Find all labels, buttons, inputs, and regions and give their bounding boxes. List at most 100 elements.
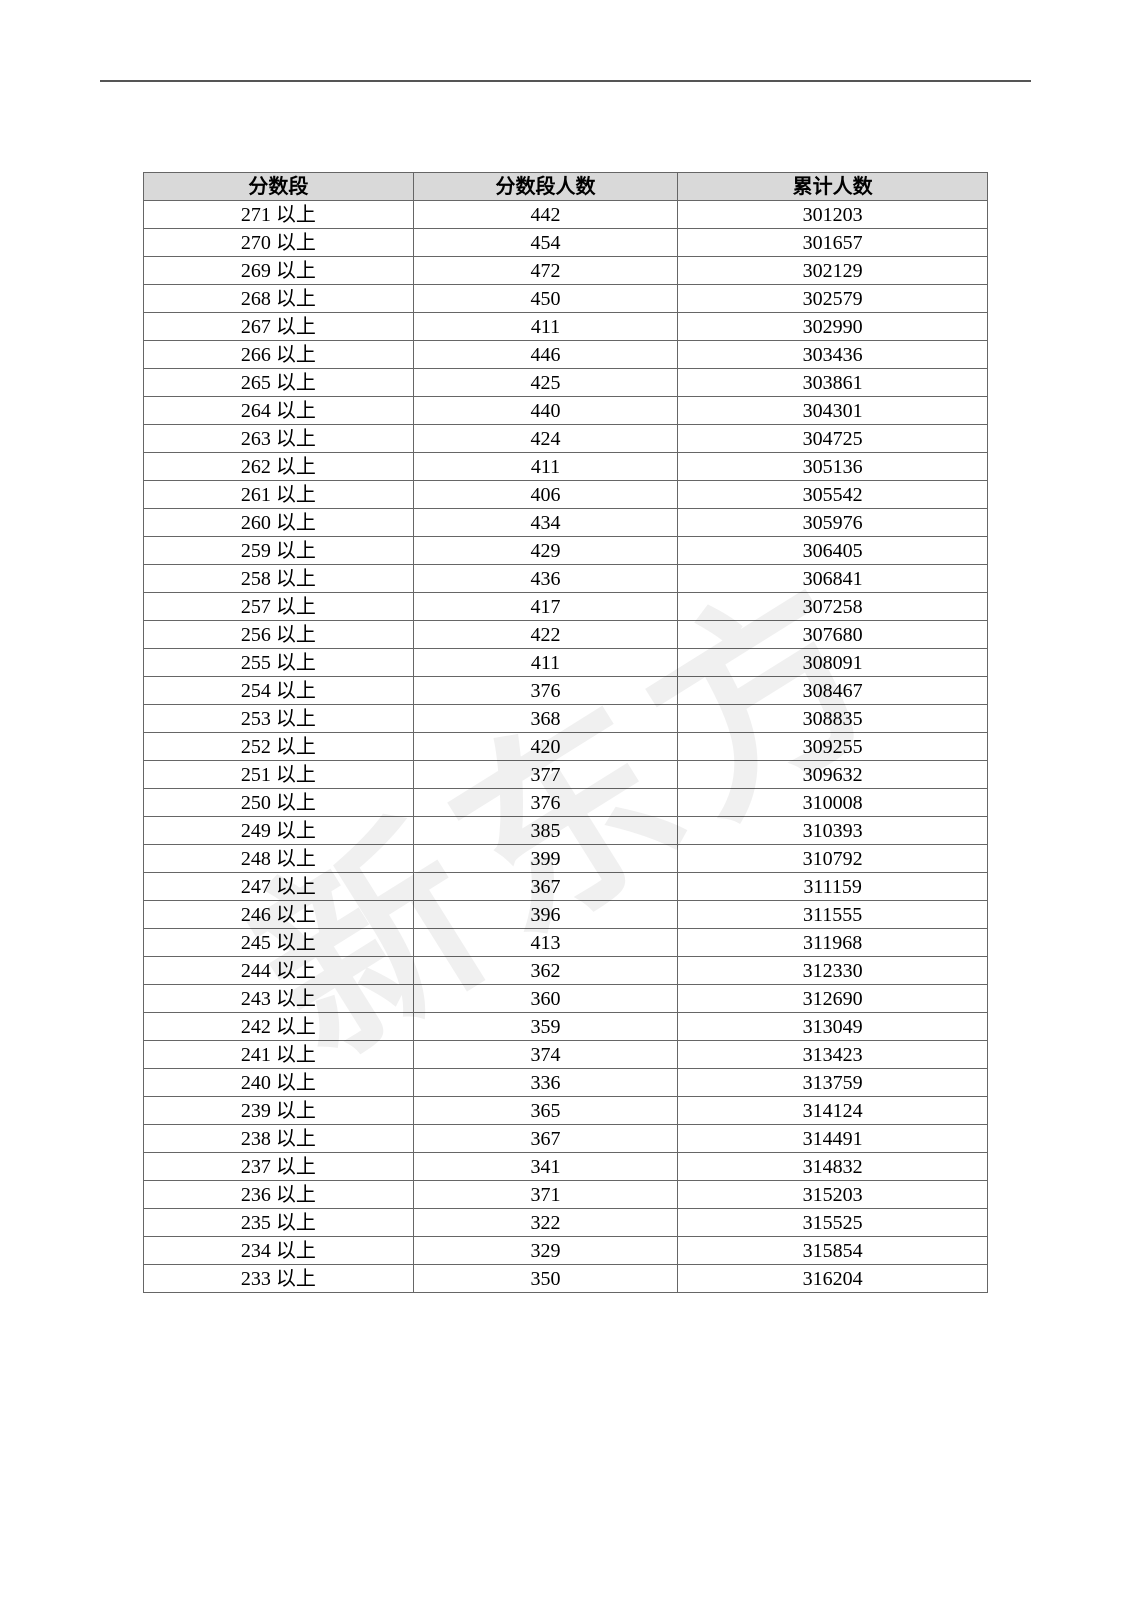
cell-score-range: 255 以上 [144,649,414,677]
document-page: 新东方 分数段 分数段人数 累计人数 271 以上442301203270 以上… [0,0,1131,1600]
table-row: 262 以上411305136 [144,453,988,481]
cell-cumulative-count: 314832 [678,1153,988,1181]
cell-score-range: 253 以上 [144,705,414,733]
cell-score-range: 258 以上 [144,565,414,593]
table-row: 237 以上341314832 [144,1153,988,1181]
table-row: 271 以上442301203 [144,201,988,229]
cell-cumulative-count: 301657 [678,229,988,257]
cell-range-count: 374 [413,1041,678,1069]
cell-score-range: 242 以上 [144,1013,414,1041]
table-row: 265 以上425303861 [144,369,988,397]
cell-cumulative-count: 305136 [678,453,988,481]
cell-cumulative-count: 310393 [678,817,988,845]
cell-range-count: 329 [413,1237,678,1265]
table-row: 258 以上436306841 [144,565,988,593]
cell-score-range: 261 以上 [144,481,414,509]
table-row: 244 以上362312330 [144,957,988,985]
cell-score-range: 266 以上 [144,341,414,369]
cell-range-count: 385 [413,817,678,845]
cell-range-count: 442 [413,201,678,229]
cell-range-count: 411 [413,649,678,677]
cell-cumulative-count: 302579 [678,285,988,313]
table-row: 268 以上450302579 [144,285,988,313]
table-row: 243 以上360312690 [144,985,988,1013]
cell-range-count: 406 [413,481,678,509]
cell-range-count: 417 [413,593,678,621]
cell-cumulative-count: 315203 [678,1181,988,1209]
cell-range-count: 434 [413,509,678,537]
table-row: 270 以上454301657 [144,229,988,257]
cell-score-range: 257 以上 [144,593,414,621]
table-row: 234 以上329315854 [144,1237,988,1265]
cell-range-count: 472 [413,257,678,285]
cell-cumulative-count: 311968 [678,929,988,957]
cell-cumulative-count: 306405 [678,537,988,565]
cell-score-range: 268 以上 [144,285,414,313]
table-row: 254 以上376308467 [144,677,988,705]
cell-range-count: 429 [413,537,678,565]
table-row: 259 以上429306405 [144,537,988,565]
cell-score-range: 271 以上 [144,201,414,229]
cell-range-count: 425 [413,369,678,397]
cell-range-count: 368 [413,705,678,733]
cell-score-range: 238 以上 [144,1125,414,1153]
cell-cumulative-count: 302990 [678,313,988,341]
table-row: 263 以上424304725 [144,425,988,453]
cell-score-range: 248 以上 [144,845,414,873]
cell-cumulative-count: 307258 [678,593,988,621]
cell-score-range: 234 以上 [144,1237,414,1265]
cell-range-count: 413 [413,929,678,957]
table-row: 255 以上411308091 [144,649,988,677]
cell-cumulative-count: 313423 [678,1041,988,1069]
cell-score-range: 236 以上 [144,1181,414,1209]
table-row: 260 以上434305976 [144,509,988,537]
cell-cumulative-count: 309632 [678,761,988,789]
cell-score-range: 254 以上 [144,677,414,705]
cell-range-count: 341 [413,1153,678,1181]
cell-range-count: 360 [413,985,678,1013]
table-row: 238 以上367314491 [144,1125,988,1153]
cell-range-count: 450 [413,285,678,313]
cell-range-count: 399 [413,845,678,873]
table-row: 250 以上376310008 [144,789,988,817]
cell-score-range: 239 以上 [144,1097,414,1125]
top-horizontal-rule [100,80,1031,82]
cell-cumulative-count: 313759 [678,1069,988,1097]
cell-cumulative-count: 311159 [678,873,988,901]
table-row: 256 以上422307680 [144,621,988,649]
cell-score-range: 270 以上 [144,229,414,257]
table-row: 251 以上377309632 [144,761,988,789]
table-header-row: 分数段 分数段人数 累计人数 [144,173,988,201]
cell-range-count: 362 [413,957,678,985]
cell-cumulative-count: 309255 [678,733,988,761]
cell-score-range: 243 以上 [144,985,414,1013]
cell-range-count: 420 [413,733,678,761]
cell-range-count: 367 [413,873,678,901]
cell-score-range: 246 以上 [144,901,414,929]
cell-score-range: 233 以上 [144,1265,414,1293]
cell-cumulative-count: 305542 [678,481,988,509]
table-row: 241 以上374313423 [144,1041,988,1069]
cell-range-count: 367 [413,1125,678,1153]
table-row: 245 以上413311968 [144,929,988,957]
cell-cumulative-count: 312690 [678,985,988,1013]
cell-cumulative-count: 308467 [678,677,988,705]
table-row: 248 以上399310792 [144,845,988,873]
cell-cumulative-count: 303861 [678,369,988,397]
cell-cumulative-count: 301203 [678,201,988,229]
table-row: 240 以上336313759 [144,1069,988,1097]
table-row: 239 以上365314124 [144,1097,988,1125]
table-row: 266 以上446303436 [144,341,988,369]
cell-score-range: 235 以上 [144,1209,414,1237]
table-row: 233 以上350316204 [144,1265,988,1293]
cell-score-range: 263 以上 [144,425,414,453]
cell-range-count: 396 [413,901,678,929]
cell-score-range: 265 以上 [144,369,414,397]
cell-score-range: 251 以上 [144,761,414,789]
cell-range-count: 411 [413,313,678,341]
table-row: 257 以上417307258 [144,593,988,621]
cell-cumulative-count: 315525 [678,1209,988,1237]
column-header-cumulative-count: 累计人数 [678,173,988,201]
cell-cumulative-count: 305976 [678,509,988,537]
cell-score-range: 264 以上 [144,397,414,425]
